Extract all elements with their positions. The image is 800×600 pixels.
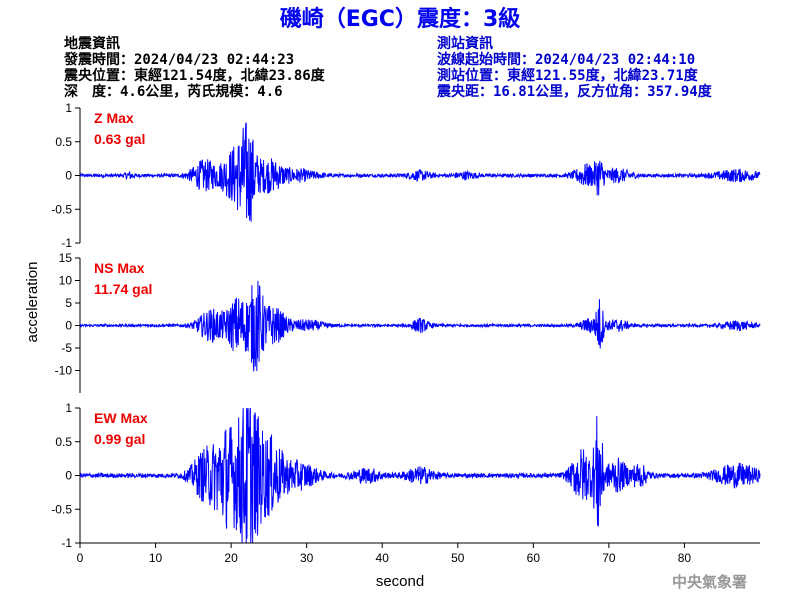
x-tick-label: 60 <box>527 551 541 565</box>
y-tick-label: -10 <box>55 364 73 378</box>
y-tick-label: 15 <box>59 251 73 265</box>
station-distance: 震央距：16.81公里，反方位角：357.94度 <box>436 83 713 100</box>
panel-ns: 15 10 5 0 -5 -10 NS Max 11.74 gal <box>55 251 761 393</box>
panel-z: 1 0.5 0 -0.5 -1 Z Max 0.63 gal <box>51 101 761 250</box>
x-tick-label: 30 <box>300 551 314 565</box>
panel-ew: 1 0.5 0 -0.5 -1 EW Max 0.99 gal <box>51 401 761 550</box>
y-tick-label: -1 <box>61 236 72 250</box>
x-axis-label: second <box>376 573 424 590</box>
panel-max-label: NS Max <box>94 260 145 276</box>
x-axis: 0 10 20 30 40 50 60 70 80 <box>77 542 760 565</box>
y-tick-label: 0.5 <box>55 135 72 149</box>
x-tick-label: 0 <box>77 551 84 565</box>
y-tick-label: 5 <box>65 296 72 310</box>
waveform-trace-ns <box>79 280 761 372</box>
panel-max-value: 0.99 gal <box>94 431 145 447</box>
agency-credit: 中央氣象署 <box>672 573 747 591</box>
x-tick-label: 20 <box>224 551 238 565</box>
y-axis-label: acceleration <box>24 262 41 343</box>
x-tick-label: 80 <box>678 551 692 565</box>
y-tick-label: -0.5 <box>51 202 72 216</box>
waveform-trace-z <box>79 122 761 222</box>
y-tick-label: 1 <box>65 401 72 415</box>
quake-depth-magnitude: 深 度：4.6公里，芮氏規模：4.6 <box>64 83 283 100</box>
station-info-heading: 測站資訊 <box>437 35 493 52</box>
y-tick-label: 10 <box>59 274 73 288</box>
quake-info-block: 地震資訊 發震時間：2024/04/23 02:44:23 震央位置：東經121… <box>63 35 326 100</box>
panel-max-label: Z Max <box>94 110 134 126</box>
panel-max-value: 0.63 gal <box>94 131 145 147</box>
station-info-block: 測站資訊 波線起始時間：2024/04/23 02:44:10 測站位置：東經1… <box>436 35 713 100</box>
y-tick-label: 0 <box>65 319 72 333</box>
waveform-trace-ew <box>79 407 761 544</box>
quake-info-heading: 地震資訊 <box>64 35 120 52</box>
y-tick-label: 0.5 <box>55 435 72 449</box>
station-location: 測站位置：東經121.55度，北緯23.71度 <box>437 67 699 84</box>
y-tick-label: 0 <box>65 169 72 183</box>
panel-max-value: 11.74 gal <box>94 281 152 297</box>
y-tick-label: -0.5 <box>51 502 72 516</box>
y-tick-label: 1 <box>65 101 72 115</box>
x-tick-label: 70 <box>602 551 616 565</box>
quake-epicenter: 震央位置：東經121.54度，北緯23.86度 <box>63 67 326 84</box>
page-title: 磯崎（EGC）震度：3級 <box>280 6 521 32</box>
y-tick-label: -1 <box>61 536 72 550</box>
panel-max-label: EW Max <box>94 410 148 426</box>
station-wave-start: 波線起始時間：2024/04/23 02:44:10 <box>437 51 695 68</box>
x-tick-label: 10 <box>149 551 163 565</box>
y-tick-label: 0 <box>65 469 72 483</box>
x-tick-label: 50 <box>451 551 465 565</box>
quake-origin-time: 發震時間：2024/04/23 02:44:23 <box>63 51 294 68</box>
y-tick-label: -5 <box>61 341 72 355</box>
x-tick-label: 40 <box>376 551 390 565</box>
